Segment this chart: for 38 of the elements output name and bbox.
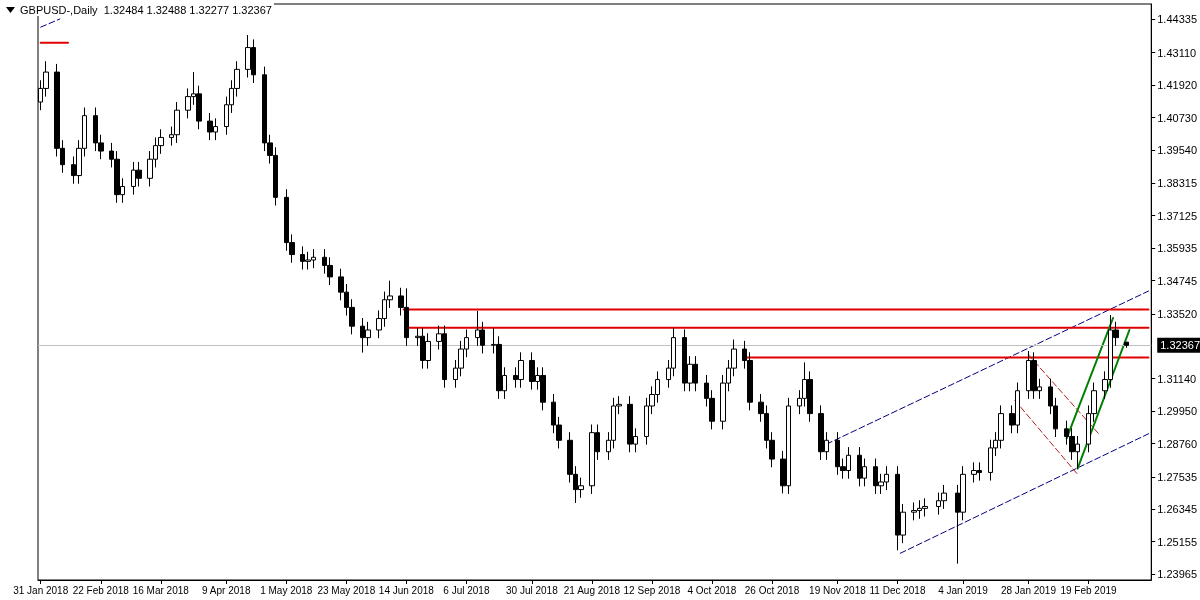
x-tick-label: 4 Oct 2018 bbox=[687, 584, 737, 596]
y-tick-label: 1.29950 bbox=[1157, 405, 1197, 418]
x-tick-label: 30 Jul 2018 bbox=[506, 584, 559, 596]
y-tick-label: 1.37125 bbox=[1157, 209, 1197, 222]
y-tick-label: 1.31140 bbox=[1157, 372, 1197, 385]
x-tick-label: 26 Oct 2018 bbox=[744, 584, 800, 596]
x-tick-label: 4 Jan 2019 bbox=[938, 584, 989, 596]
y-tick-label: 1.40730 bbox=[1157, 111, 1197, 124]
x-tick-label: 21 Aug 2018 bbox=[563, 584, 621, 596]
x-tick-label: 31 Jan 2018 bbox=[13, 584, 69, 596]
x-tick-label: 19 Nov 2018 bbox=[809, 584, 867, 596]
y-tick-label: 1.38315 bbox=[1157, 177, 1197, 190]
x-tick-label: 16 Mar 2018 bbox=[132, 584, 190, 596]
y-tick-label: 1.26345 bbox=[1157, 503, 1197, 516]
y-tick-label: 1.41920 bbox=[1157, 79, 1197, 92]
y-tick-label: 1.25155 bbox=[1157, 535, 1197, 548]
x-tick-label: 19 Feb 2019 bbox=[1060, 584, 1117, 596]
y-tick-label: 1.27535 bbox=[1157, 470, 1197, 483]
x-tick-label: 14 Jun 2018 bbox=[378, 584, 435, 596]
y-tick-label: 1.44335 bbox=[1157, 13, 1197, 26]
x-tick-label: 22 Feb 2018 bbox=[72, 584, 130, 596]
x-tick-label: 1 May 2018 bbox=[260, 584, 313, 596]
y-tick-label: 1.43110 bbox=[1157, 46, 1197, 59]
x-tick-label: 12 Sep 2018 bbox=[623, 584, 681, 596]
x-tick-label: 6 Jul 2018 bbox=[443, 584, 490, 596]
y-tick-label: 1.35935 bbox=[1157, 242, 1197, 255]
y-tick-label: 1.28760 bbox=[1157, 437, 1197, 450]
x-tick-label: 9 Apr 2018 bbox=[202, 584, 251, 596]
x-tick-label: 23 May 2018 bbox=[317, 584, 376, 596]
y-tick-label: 1.23965 bbox=[1157, 568, 1197, 581]
y-tick-label: 1.33520 bbox=[1157, 307, 1197, 320]
y-tick-label: 1.34745 bbox=[1157, 274, 1197, 287]
ref-line-label: 1.32367 bbox=[1160, 339, 1200, 352]
y-tick-label: 1.39540 bbox=[1157, 143, 1197, 156]
x-tick-label: 11 Dec 2018 bbox=[869, 584, 926, 596]
candlestick bbox=[1124, 341, 1129, 349]
x-tick-label: 28 Jan 2019 bbox=[1000, 584, 1057, 596]
chart-title: GBPUSD-,Daily 1.32484 1.32488 1.32277 1.32367 bbox=[20, 3, 272, 16]
